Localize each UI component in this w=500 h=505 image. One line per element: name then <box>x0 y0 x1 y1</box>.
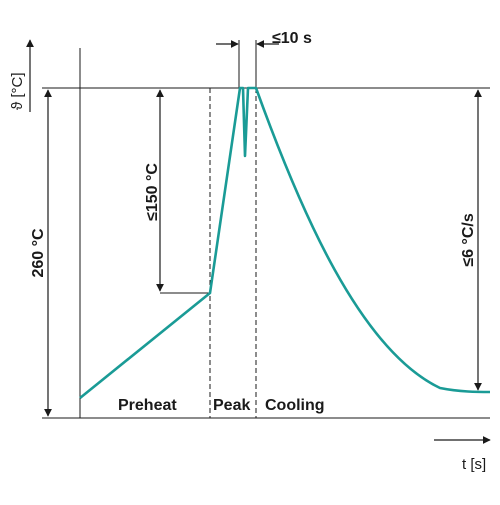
phase-label-cooling: Cooling <box>265 397 325 414</box>
temperature-profile-curve <box>79 86 491 400</box>
phase-label-preheat: Preheat <box>118 397 177 414</box>
cooling-rate-label: ≤6 °C/s <box>460 213 477 267</box>
y-axis-label: ϑ [°C] <box>9 72 26 110</box>
phase-label-peak: Peak <box>213 397 250 414</box>
preheat-rise-label: ≤150 °C <box>144 163 161 221</box>
peak-temperature-label: 260 °C <box>30 228 47 278</box>
peak-duration-label: ≤10 s <box>272 30 312 47</box>
x-axis-label: t [s] <box>462 456 486 473</box>
